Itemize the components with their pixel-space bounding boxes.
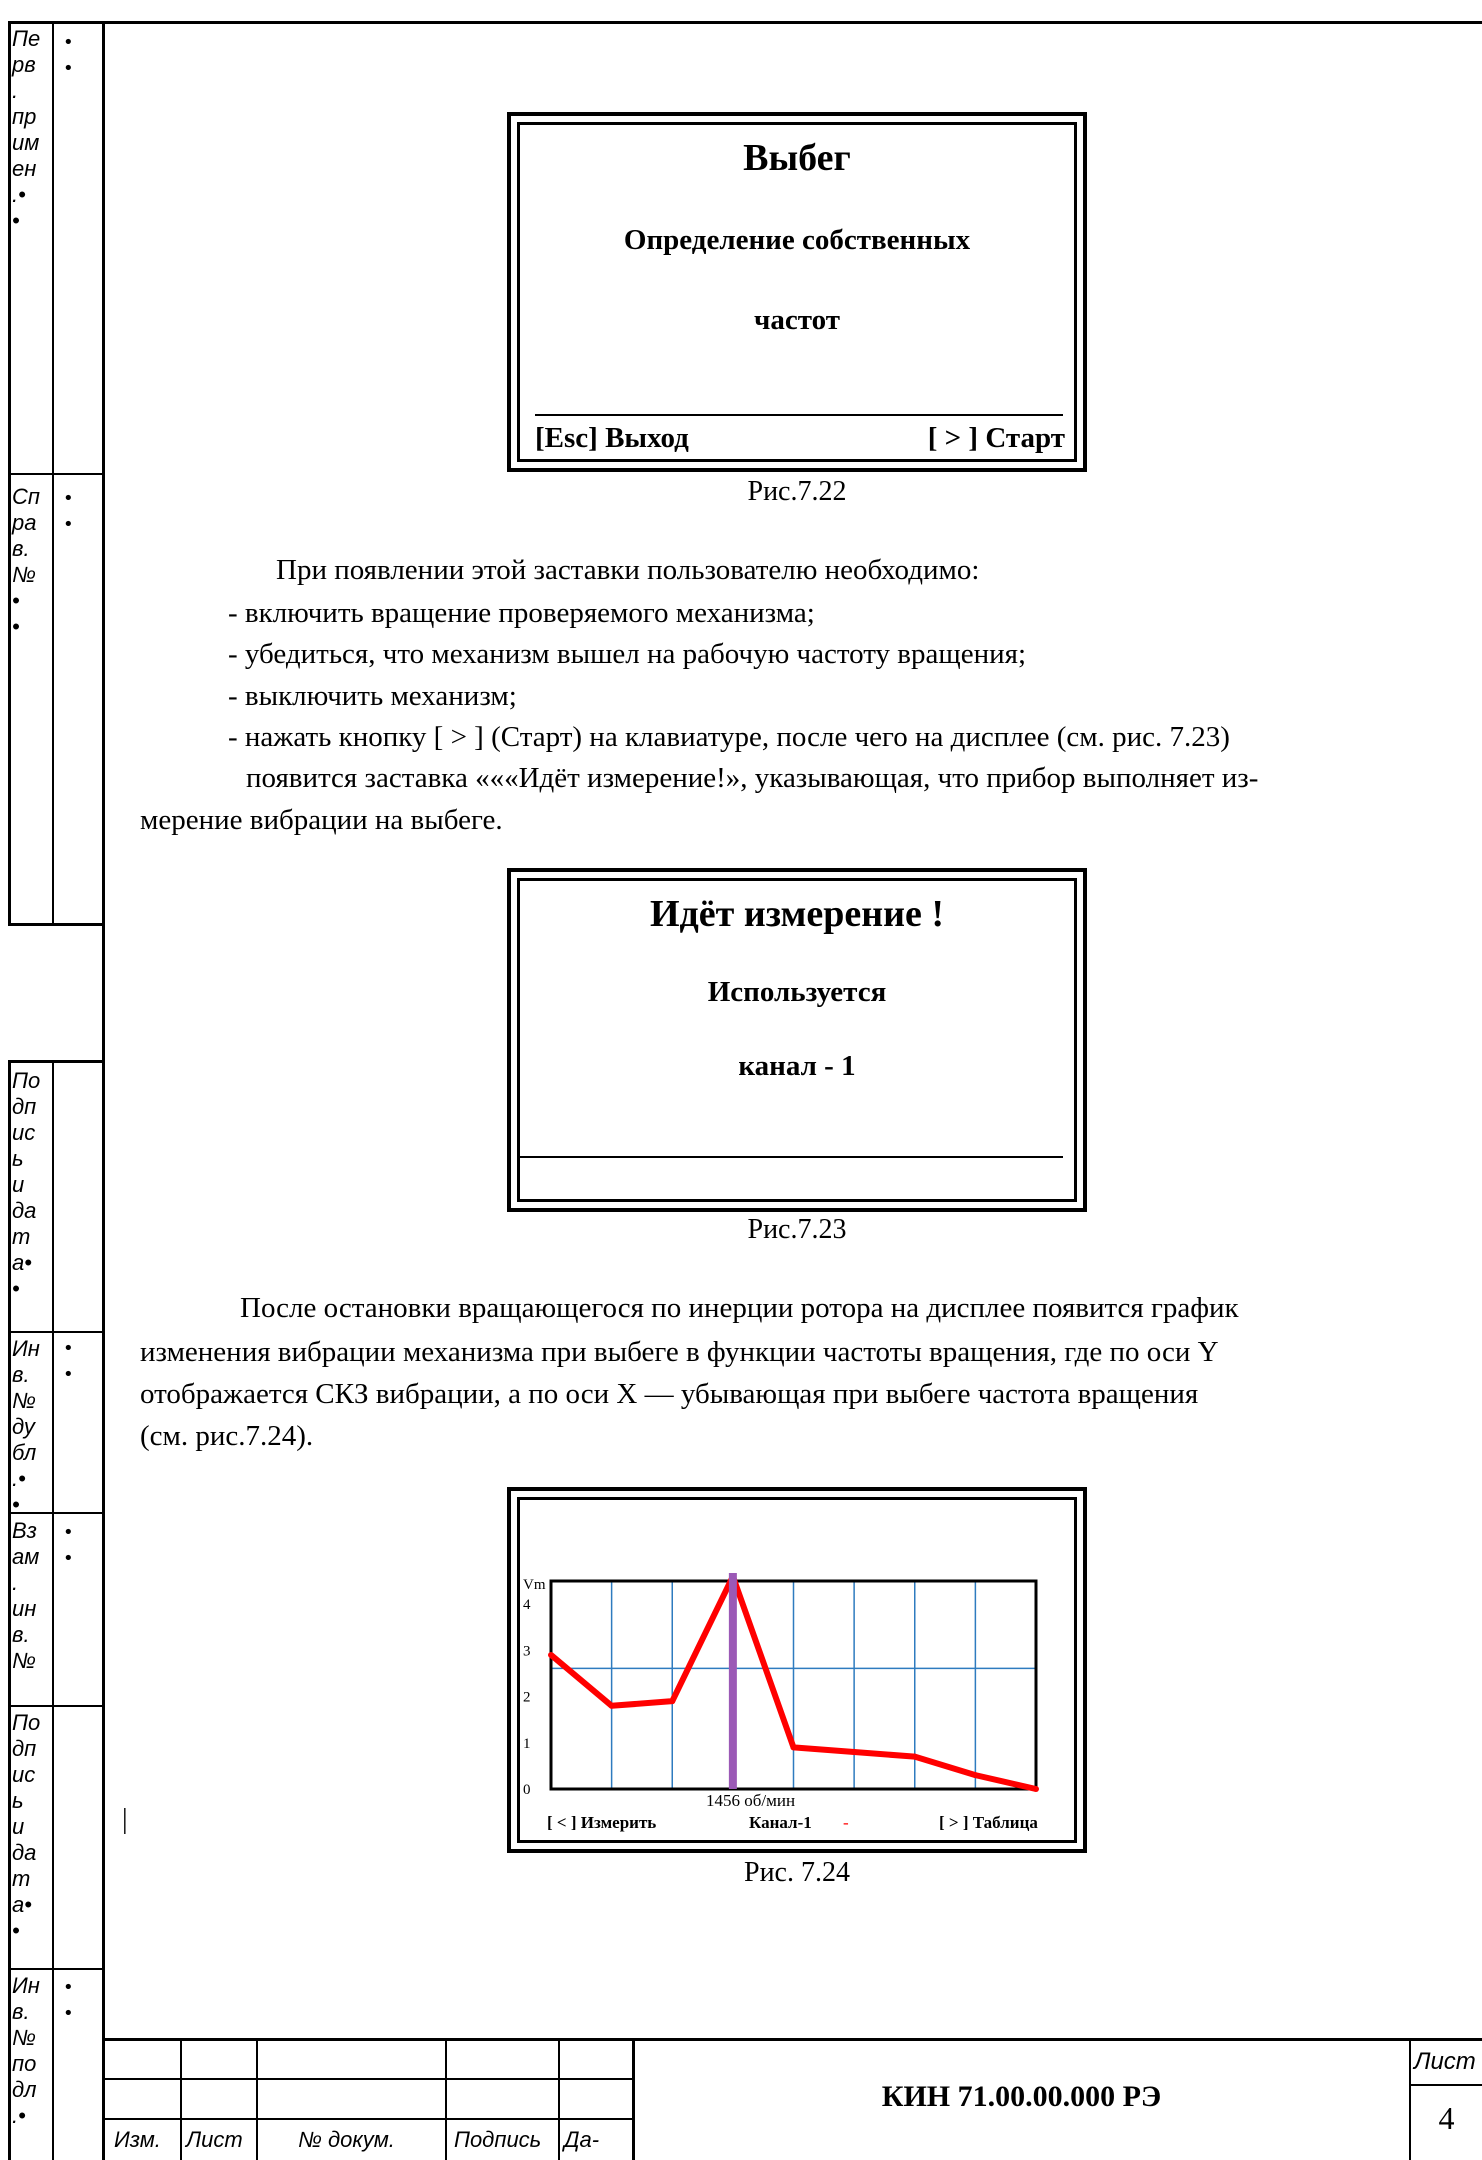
start-label: [ > ] Старт (927, 422, 1065, 454)
para1-intro: При появлении этой заставки пользователю… (276, 554, 980, 586)
top-border (8, 21, 1482, 24)
y-tick-label: 0 (523, 1782, 531, 1798)
titleblock-row (102, 2118, 634, 2120)
col-izm: Изм. (114, 2127, 161, 2152)
stamp-inv-podl: Ин в. № по дл .• (12, 1973, 40, 2128)
para2-line: После остановки вращающегося по инерции … (240, 1292, 1239, 1324)
col-sign: Подпись (454, 2127, 542, 2152)
stamp-sprav-no: Сп ра в. № • • (12, 484, 40, 639)
titleblock-col (1409, 2038, 1411, 2160)
fig24-screen: Vm 0 1 2 3 4 1456 об/мин [ < ] Измерить Канал… (507, 1487, 1087, 1853)
titleblock-row (1409, 2084, 1482, 2086)
y-tick-label: 2 (523, 1690, 531, 1706)
cursor-rpm-label: 1456 об/мин (706, 1791, 796, 1810)
para1-item: - выключить механизм; (228, 680, 517, 712)
fig22-screen: Выбег Определение собственных частот [Es… (507, 112, 1087, 472)
stamp-separator (8, 1512, 102, 1514)
stamp-dots: • • (63, 32, 74, 79)
esc-exit-label: [Esc] Выход (535, 422, 689, 454)
vibration-chart: Vm 0 1 2 3 4 (523, 1573, 1039, 1798)
fig22-line1: Определение собственных (623, 224, 971, 256)
fig23-caption: Рис.7.23 (747, 1214, 847, 1245)
titleblock-col (445, 2038, 447, 2160)
stamp-perv-primen: Пе рв . пр им ен .• • (12, 26, 41, 233)
fig22-title: Выбег (743, 137, 851, 179)
titleblock-col (256, 2038, 258, 2160)
sheet-label: Лист (1414, 2048, 1476, 2075)
fig23-line1: Используется (707, 976, 887, 1008)
para2-line: отображается СКЗ вибрации, а по оси X — … (140, 1378, 1199, 1410)
plot-frame (549, 1579, 1038, 1791)
stamp-dots: • • (63, 1977, 74, 2024)
stamp-separator (8, 1705, 102, 1707)
y-tick-label: 3 (523, 1643, 531, 1659)
fig23-title: Идёт измерение ! (650, 893, 944, 935)
fig23-line2: канал - 1 (738, 1050, 856, 1082)
fig23-footer-rule (517, 1156, 1063, 1158)
fig24-caption: Рис. 7.24 (744, 1857, 850, 1888)
y-axis-label: Vm (523, 1577, 546, 1593)
stamp-separator (8, 473, 102, 475)
stamp-podpis-data: По дп ис ь и да т а• • (12, 1068, 41, 1301)
stamp-dots: • • (63, 488, 74, 535)
data-point (669, 1698, 676, 1705)
fig23-screen: Идёт измерение ! Используется канал - 1 (507, 868, 1087, 1212)
pipe-mark: | (122, 1804, 128, 1835)
y-tick-label: 1 (523, 1736, 531, 1752)
titleblock-col (632, 2038, 635, 2160)
stamp-dots: • • (63, 1522, 74, 1569)
para1-item: - нажать кнопку [ > ] (Старт) на клавиат… (228, 721, 1230, 753)
data-point (608, 1702, 615, 1709)
data-point (851, 1749, 858, 1756)
stamp-border-left (8, 1060, 11, 2160)
para1-item: - включить вращение проверяемого механиз… (228, 597, 815, 629)
stamp-podpis-data: По дп ис ь и да т а• • (12, 1710, 41, 1943)
data-point (972, 1772, 979, 1779)
stamp-separator (8, 923, 102, 926)
stamp-inv-dubl: Ин в. № ду бл .• • (12, 1336, 40, 1517)
table-label: [ > ] Таблица (939, 1813, 1038, 1832)
para2-line: изменения вибрации механизма при выбеге … (140, 1336, 1219, 1368)
channel-mark: - (843, 1813, 849, 1832)
data-point (790, 1744, 797, 1751)
para1-item: - убедиться, что механизм вышел на рабоч… (228, 638, 1027, 670)
sheet-number: 4 (1438, 2100, 1455, 2136)
stamp-divider (52, 1060, 54, 2160)
data-point (1033, 1786, 1039, 1792)
measure-label: [ < ] Измерить (547, 1813, 657, 1832)
stamp-separator (8, 1968, 102, 1970)
y-tick-label: 4 (523, 1597, 531, 1613)
stamp-separator (8, 1060, 102, 1063)
main-frame-left (102, 21, 105, 2160)
fig22-footer-rule (535, 414, 1063, 416)
titleblock-row (102, 2078, 634, 2080)
para1-item: мерение вибрации на выбеге. (140, 804, 503, 836)
channel-label: Канал-1 (749, 1813, 812, 1832)
col-date: Да- (564, 2127, 600, 2152)
document-code: КИН 71.00.00.000 РЭ (881, 2080, 1162, 2113)
data-point (911, 1753, 918, 1760)
fig22-caption: Рис.7.22 (747, 476, 847, 507)
col-doc: № докум. (298, 2127, 395, 2152)
para1-item: появится заставка «««Идёт измерение!», у… (246, 762, 1259, 794)
titleblock-col (558, 2038, 560, 2160)
col-list: Лист (186, 2127, 243, 2152)
stamp-dots: • • (63, 1338, 74, 1385)
data-point (548, 1651, 554, 1658)
stamp-vzam-inv: Вз ам . ин в. № (12, 1518, 40, 1673)
titleblock-col (180, 2038, 182, 2160)
fig22-line2: частот (754, 304, 840, 336)
stamp-separator (8, 1331, 102, 1333)
titleblock-top (102, 2038, 1482, 2041)
para2-line: (см. рис.7.24). (140, 1420, 314, 1452)
